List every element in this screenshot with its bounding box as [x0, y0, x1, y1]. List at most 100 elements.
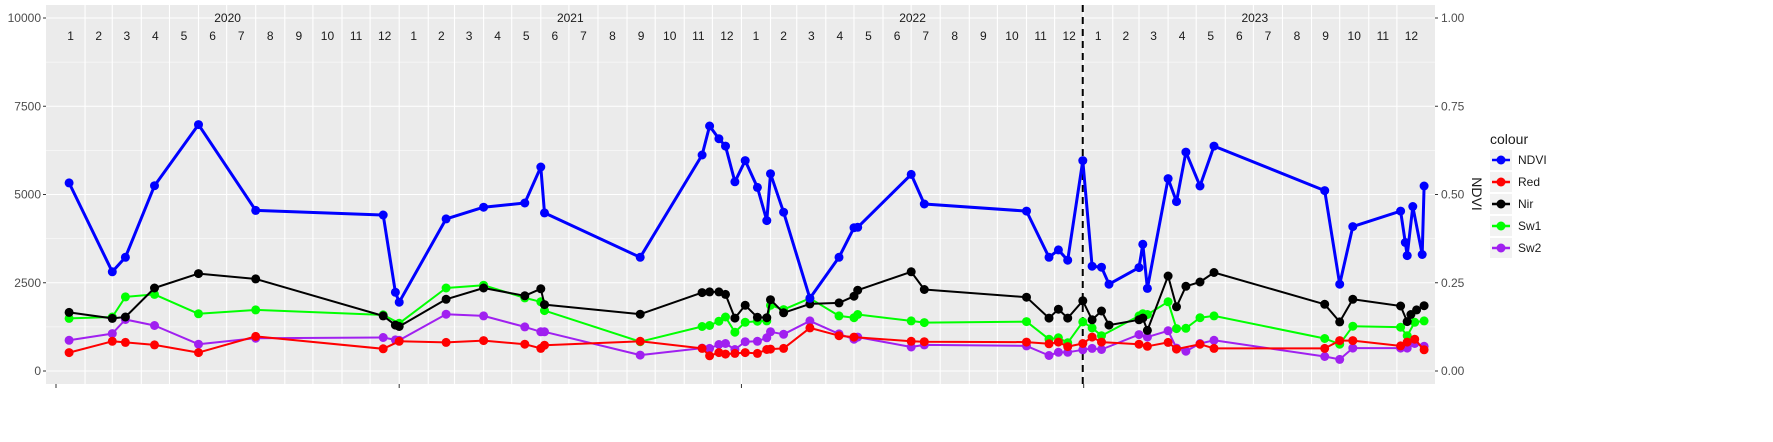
- month-label: 7: [238, 29, 245, 43]
- month-label: 8: [1294, 29, 1301, 43]
- data-point-sw1: [721, 312, 730, 322]
- data-point-sw1: [853, 310, 863, 319]
- data-point-sw1: [1022, 317, 1031, 327]
- month-label: 11: [1034, 29, 1047, 43]
- y2-tick-label: 0.25: [1441, 276, 1465, 290]
- data-point-nir: [107, 313, 117, 323]
- data-point-nir: [1053, 304, 1063, 314]
- y2-tick-label: 0.75: [1441, 99, 1465, 113]
- data-point-red: [1348, 336, 1358, 346]
- data-point-sw1: [697, 322, 707, 331]
- data-point-sw2: [1053, 347, 1063, 357]
- month-label: 1: [67, 29, 74, 43]
- month-label: 9: [980, 29, 987, 43]
- series-red: [64, 323, 1429, 361]
- data-point-sw1: [714, 316, 724, 326]
- data-point-ndvi: [1097, 262, 1106, 272]
- data-point-ndvi: [1053, 245, 1063, 255]
- data-point-sw1: [1348, 321, 1358, 331]
- month-label: 2: [95, 29, 102, 43]
- month-label: 6: [1236, 29, 1243, 43]
- month-label: 4: [1179, 29, 1186, 43]
- data-point-ndvi: [1402, 251, 1412, 261]
- data-point-sw1: [1181, 323, 1191, 333]
- data-point-sw1: [1195, 313, 1205, 323]
- data-point-red: [1163, 337, 1173, 347]
- y2-axis-title: NDVI: [1469, 177, 1485, 210]
- y-tick-label: 5000: [14, 188, 41, 202]
- data-point-red: [1402, 337, 1412, 347]
- month-label: 3: [808, 29, 815, 43]
- data-point-ndvi: [853, 222, 863, 232]
- data-point-sw1: [1209, 311, 1219, 321]
- data-point-nir: [520, 291, 530, 301]
- y2-tick-label: 1.00: [1441, 11, 1465, 25]
- data-point-nir: [150, 283, 159, 293]
- data-point-sw2: [779, 329, 789, 339]
- data-point-sw1: [740, 317, 750, 327]
- data-point-sw1: [1087, 323, 1097, 333]
- data-point-ndvi: [120, 252, 130, 262]
- data-point-red: [834, 331, 844, 341]
- data-point-sw2: [64, 335, 74, 345]
- month-label: 10: [321, 29, 335, 43]
- data-point-nir: [1097, 306, 1106, 316]
- month-label: 1: [410, 29, 417, 43]
- data-point-nir: [251, 274, 261, 284]
- month-label: 5: [865, 29, 872, 43]
- data-point-nir: [1181, 281, 1191, 291]
- series-nir: [64, 267, 1429, 335]
- data-point-nir: [752, 312, 762, 322]
- data-point-nir: [1172, 302, 1181, 312]
- data-point-red: [251, 331, 261, 341]
- data-point-ndvi: [479, 202, 489, 212]
- data-point-red: [635, 336, 645, 346]
- axis-layer: 0 0.00 2500 0.25 5000 0.50 7500 0.75 10000 1.00: [8, 11, 1465, 388]
- data-point-nir: [635, 309, 645, 319]
- data-point-nir: [194, 269, 203, 279]
- month-label: 2: [438, 29, 445, 43]
- data-point-ndvi: [540, 208, 549, 218]
- data-point-nir: [721, 289, 730, 299]
- data-point-ndvi: [390, 287, 400, 297]
- legend: colour NDVI Red Nir Sw1 Sw2: [1490, 131, 1547, 258]
- month-label: 7: [922, 29, 929, 43]
- data-point-ndvi: [378, 210, 388, 220]
- data-point-red: [1410, 334, 1420, 344]
- month-label: 9: [638, 29, 645, 43]
- data-point-nir: [1142, 325, 1152, 335]
- month-label: 11: [350, 29, 363, 43]
- year-label: 2022: [899, 11, 926, 25]
- data-point-ndvi: [1396, 206, 1406, 216]
- data-point-sw2: [1044, 351, 1054, 360]
- data-point-ndvi: [1022, 206, 1031, 216]
- legend-label-nir: Nir: [1518, 197, 1533, 211]
- data-point-red: [766, 344, 775, 354]
- data-point-nir: [1335, 317, 1345, 327]
- data-point-ndvi: [1138, 239, 1148, 249]
- data-point-ndvi: [740, 156, 750, 166]
- legend-title: colour: [1490, 131, 1528, 147]
- month-label: 3: [466, 29, 473, 43]
- data-point-nir: [919, 285, 929, 294]
- legend-key-point: [1496, 243, 1506, 253]
- data-point-sw2: [1142, 332, 1152, 342]
- data-point-ndvi: [536, 162, 546, 172]
- series-ndvi: [64, 120, 1429, 307]
- data-point-red: [752, 348, 762, 358]
- data-point-sw1: [1402, 331, 1412, 341]
- data-point-red: [479, 336, 489, 346]
- month-label: 2: [1123, 29, 1130, 43]
- month-label: 10: [663, 29, 677, 43]
- data-point-nir: [1419, 301, 1429, 311]
- data-point-ndvi: [1335, 279, 1345, 289]
- month-label: 6: [551, 29, 558, 43]
- data-point-sw2: [441, 309, 451, 319]
- data-point-ndvi: [1181, 147, 1191, 157]
- data-point-red: [779, 343, 789, 353]
- data-point-red: [1087, 332, 1097, 342]
- data-point-nir: [64, 307, 74, 317]
- month-label: 8: [609, 29, 616, 43]
